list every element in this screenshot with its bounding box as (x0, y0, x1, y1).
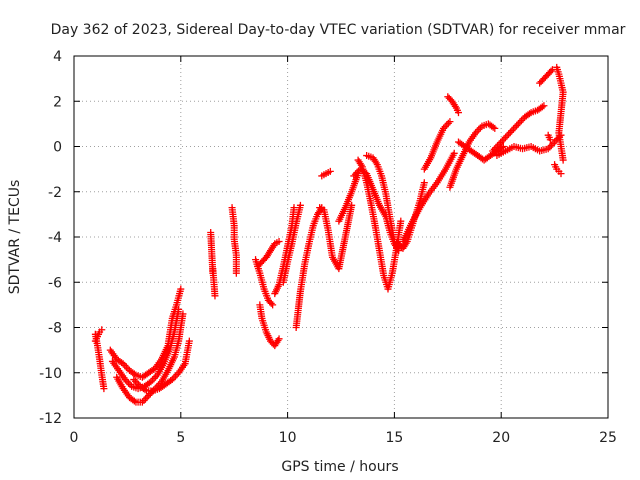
data-points (91, 63, 567, 406)
data-point (557, 170, 565, 178)
data-point (526, 110, 534, 118)
data-point (290, 204, 298, 212)
data-point (275, 238, 283, 246)
data-point (179, 310, 187, 318)
y-tick-label: -2 (48, 185, 62, 201)
data-point (100, 385, 108, 393)
data-point (175, 305, 183, 313)
data-point (395, 247, 403, 255)
data-point (491, 124, 499, 132)
x-tick-labels: 0 5 10 15 20 25 (70, 430, 617, 446)
data-point (141, 386, 149, 394)
data-point (130, 397, 138, 405)
data-point (269, 301, 277, 309)
data-point (559, 156, 567, 164)
data-point (296, 201, 304, 209)
data-point (232, 269, 240, 277)
data-point (397, 217, 405, 225)
data-point (185, 337, 193, 345)
y-tick-label: -10 (39, 366, 62, 382)
data-point (540, 102, 548, 110)
data-point (538, 103, 546, 111)
data-point (98, 326, 106, 334)
data-point (420, 179, 428, 187)
y-axis-label: SDTVAR / TECUs (7, 180, 23, 295)
y-tick-label: -6 (48, 275, 62, 291)
data-point (489, 123, 497, 131)
y-tick-label: 2 (53, 94, 62, 110)
y-tick-labels: -12 -10 -8 -6 -4 -2 0 2 4 (39, 49, 62, 427)
data-point (177, 285, 185, 293)
x-axis-label: GPS time / hours (281, 459, 398, 475)
chart-title: Day 362 of 2023, Sidereal Day-to-day VTE… (51, 22, 626, 38)
x-tick-label: 0 (70, 430, 79, 446)
x-tick-label: 20 (492, 430, 510, 446)
x-tick-label: 10 (279, 430, 297, 446)
data-point (450, 149, 458, 157)
data-point (547, 67, 555, 75)
data-point (211, 292, 219, 300)
data-point (446, 118, 454, 126)
data-point (275, 335, 283, 343)
x-tick-label: 25 (599, 430, 617, 446)
data-point (326, 167, 334, 175)
axis-ticks (73, 55, 609, 419)
y-tick-label: -8 (48, 321, 62, 337)
data-point (267, 299, 275, 307)
data-point (454, 109, 462, 117)
y-tick-label: -12 (39, 411, 62, 427)
data-point (546, 136, 554, 144)
y-tick-label: 0 (53, 140, 62, 156)
y-tick-label: 4 (53, 49, 62, 65)
y-tick-label: -4 (48, 230, 62, 246)
x-tick-label: 5 (176, 430, 185, 446)
x-tick-label: 15 (385, 430, 403, 446)
